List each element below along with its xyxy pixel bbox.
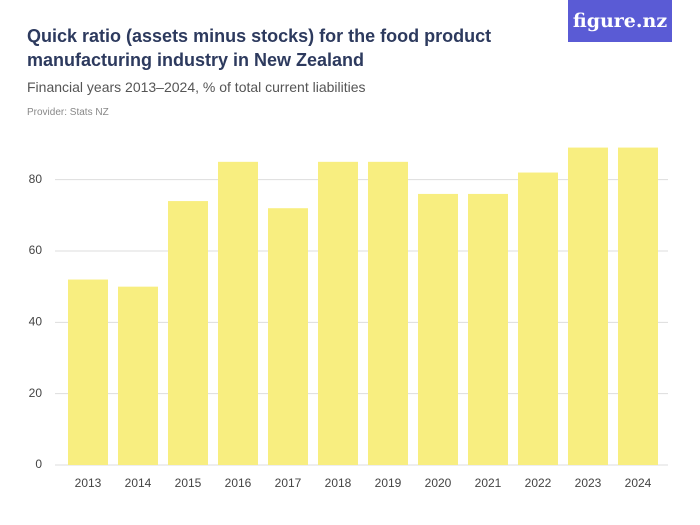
chart-subtitle: Financial years 2013–2024, % of total cu… (27, 79, 366, 95)
x-tick-label: 2013 (75, 476, 102, 490)
x-tick-label: 2016 (225, 476, 252, 490)
bar (568, 147, 608, 466)
bar (218, 161, 258, 466)
provider: Provider: Stats NZ (27, 107, 109, 118)
y-tick-label: 0 (35, 457, 42, 471)
chart-title: Quick ratio (assets minus stocks) for th… (27, 26, 492, 70)
bar (118, 286, 158, 465)
x-tick-label: 2020 (425, 476, 452, 490)
x-tick-label: 2017 (275, 476, 302, 490)
bar (468, 193, 508, 465)
y-tick-label: 60 (29, 243, 43, 257)
x-tick-label: 2018 (325, 476, 352, 490)
bar (168, 201, 208, 466)
x-tick-label: 2022 (525, 476, 552, 490)
y-tick-label: 40 (29, 315, 43, 329)
y-tick-label: 80 (29, 172, 43, 186)
x-tick-label: 2019 (375, 476, 402, 490)
bar (418, 193, 458, 465)
bar (368, 161, 408, 466)
x-tick-label: 2021 (475, 476, 502, 490)
logo[interactable]: figure.nz (568, 0, 672, 42)
x-tick-label: 2024 (625, 476, 652, 490)
bar (268, 208, 308, 465)
bar (518, 172, 558, 466)
bar (618, 147, 658, 466)
y-tick-label: 20 (29, 386, 43, 400)
x-tick-label: 2023 (575, 476, 602, 490)
bar (68, 279, 108, 465)
bar (318, 161, 358, 466)
x-tick-label: 2014 (125, 476, 152, 490)
x-tick-label: 2015 (175, 476, 202, 490)
